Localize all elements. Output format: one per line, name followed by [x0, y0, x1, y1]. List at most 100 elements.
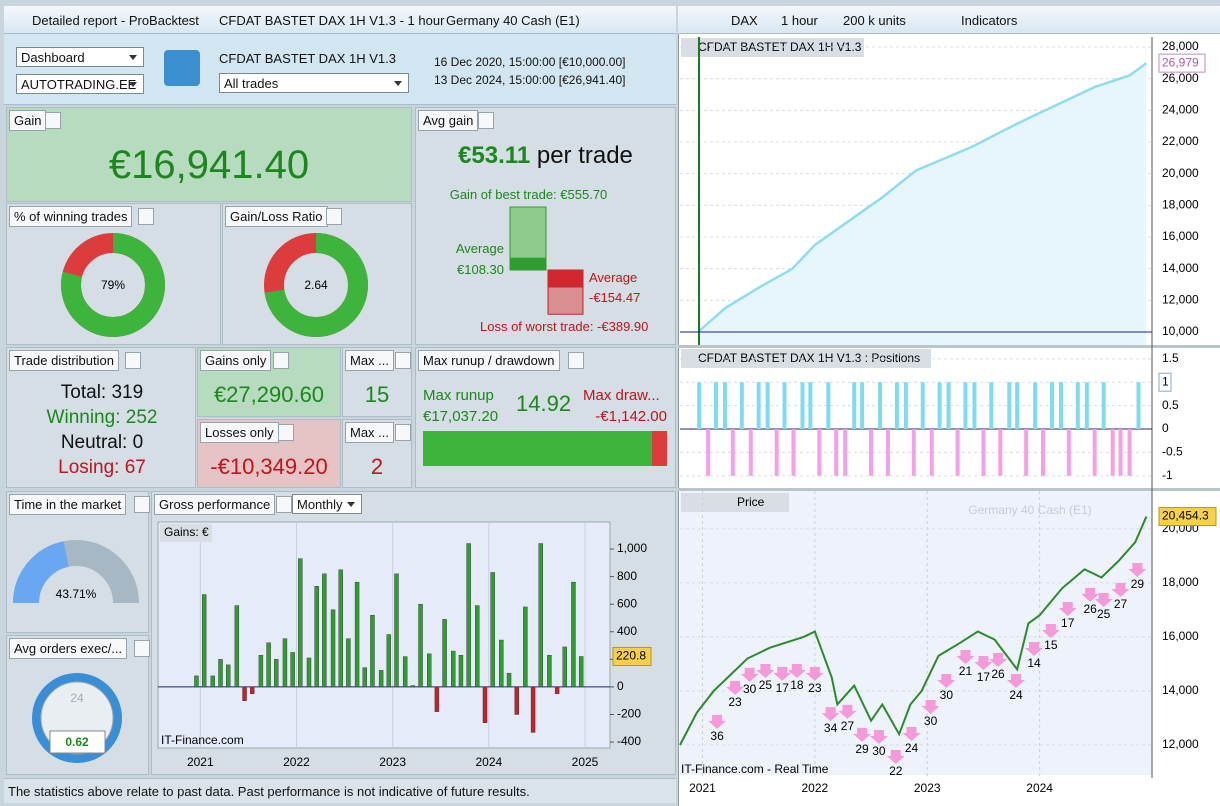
account-select[interactable]: AUTOTRADING.EE — [16, 74, 144, 94]
winning: Winning: 252 — [46, 407, 158, 428]
position-bar — [920, 382, 925, 430]
annotation: 15 — [1044, 638, 1058, 652]
last-box — [1158, 53, 1206, 73]
position-bar — [937, 382, 942, 430]
label: Gross performance — [154, 494, 276, 515]
wrench — [278, 424, 294, 441]
position-bar — [1118, 429, 1123, 476]
bar — [514, 686, 519, 715]
bar — [442, 619, 447, 688]
view-select[interactable]: Dashboard — [16, 47, 144, 67]
last-label: 220.8 — [616, 649, 646, 663]
bar — [530, 686, 536, 733]
legend: Gains: € — [164, 525, 209, 539]
position-bar — [903, 382, 908, 430]
position-bar — [869, 429, 874, 476]
x-tick-label: 2024 — [475, 755, 502, 769]
x-tick-label: 2022 — [283, 755, 310, 769]
signal-arrow — [956, 650, 975, 665]
position-bar — [697, 382, 702, 430]
last-box — [1158, 372, 1172, 392]
position-bar — [706, 429, 711, 476]
avg-gain: €53.11 per trade — [416, 142, 675, 170]
label: Gains only — [200, 350, 272, 371]
bar — [466, 543, 471, 688]
y-tick-label: 12,000 — [1162, 737, 1199, 751]
label: Time in the market — [9, 494, 127, 515]
bar — [562, 646, 567, 688]
label: % of winning trades — [9, 206, 133, 227]
position-bar — [894, 382, 899, 430]
losses-only-panel: Losses only -€10,349.20 — [197, 419, 341, 488]
bar — [402, 656, 408, 688]
label: Avg orders exec/... — [9, 638, 128, 659]
signal-arrow — [902, 727, 921, 742]
y-tick-label: 0 — [617, 679, 624, 693]
signal-arrow — [886, 750, 905, 765]
tab: CFDAT BASTET DAX 1H V1.3 - 1 hour — [219, 13, 445, 28]
bar — [378, 670, 384, 688]
position-bar — [765, 382, 770, 430]
y-tick-label: 18,000 — [1162, 198, 1199, 212]
bar — [394, 573, 399, 688]
position-bar — [972, 382, 977, 430]
signal-arrow — [740, 667, 759, 682]
ratio: 14.92 — [516, 391, 572, 416]
position-bar — [722, 382, 727, 430]
wrench — [568, 352, 584, 369]
label: Trade distribution — [9, 350, 119, 371]
annotation: 18 — [790, 678, 804, 692]
position-bar — [946, 382, 951, 430]
avg-orders-value: 0.62 — [65, 735, 89, 749]
tab: 1 hour — [781, 13, 818, 28]
last-label: 26,979 — [1162, 55, 1199, 69]
y-tick-label: 14,000 — [1162, 683, 1199, 697]
label: Max ... — [345, 422, 395, 443]
position-bar — [1049, 382, 1054, 430]
label: Max runup / drawdown — [418, 350, 560, 371]
losing: Losing: 67 — [58, 457, 146, 478]
position-bar — [756, 382, 761, 430]
label: Avg gain — [418, 110, 479, 131]
footer-text: The statistics above relate to past data… — [8, 784, 530, 799]
signal-arrow — [1128, 563, 1147, 578]
signal-arrow — [869, 730, 888, 745]
y-tick-label: 28,000 — [1162, 39, 1199, 53]
bar — [547, 655, 552, 688]
annotation: 23 — [808, 681, 822, 695]
donut-label: 79% — [101, 278, 125, 292]
bar — [322, 573, 327, 688]
position-bar — [1136, 382, 1141, 430]
bar — [266, 642, 271, 688]
annotation: 17 — [1061, 616, 1075, 630]
position-bar — [885, 429, 890, 476]
annotation: 27 — [1114, 597, 1128, 611]
bar — [306, 657, 312, 688]
equity-line — [697, 62, 1148, 333]
annotation: 30 — [940, 688, 954, 702]
filter-select[interactable]: All trades — [219, 73, 409, 93]
y-tick-label: 16,000 — [1162, 629, 1199, 643]
bar — [506, 672, 512, 688]
avg-win: €108.30 — [457, 262, 504, 277]
position-bar — [1084, 382, 1089, 430]
value-box — [49, 730, 106, 754]
annotation: 21 — [959, 664, 973, 678]
runup-bar — [423, 431, 652, 466]
wrench — [326, 208, 342, 225]
period-select[interactable]: Monthly — [292, 494, 362, 514]
position-bar — [730, 429, 735, 476]
bar — [538, 543, 543, 688]
position-bar — [826, 382, 831, 430]
label: Gain/Loss Ratio — [225, 206, 328, 227]
position-bar — [1092, 429, 1097, 476]
signal-arrow — [1111, 583, 1130, 598]
wrench — [138, 208, 154, 225]
annotation: 30 — [924, 714, 938, 728]
y-tick-label: 16,000 — [1162, 229, 1199, 243]
wrench — [478, 112, 494, 129]
label: Losses only — [200, 422, 279, 443]
tab: 200 k units — [843, 13, 906, 28]
position-bar — [955, 429, 960, 476]
signal-arrow — [1007, 673, 1026, 688]
